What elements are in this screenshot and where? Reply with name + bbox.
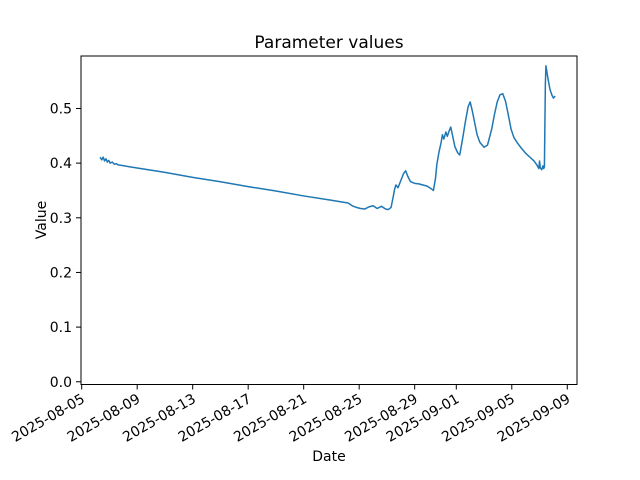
y-tick-label: 0.4 [50,156,72,172]
y-tick-label: 0.0 [50,375,72,391]
plot-area [80,55,578,385]
y-axis-label: Value [34,200,50,240]
x-axis-label: Date [312,449,346,465]
y-tick-label: 0.1 [50,320,72,336]
chart-title: Parameter values [254,33,404,53]
y-tick-label: 0.2 [50,265,72,281]
y-tick-label: 0.3 [50,211,72,227]
data-line [99,65,556,211]
y-tick-label: 0.5 [50,101,72,117]
